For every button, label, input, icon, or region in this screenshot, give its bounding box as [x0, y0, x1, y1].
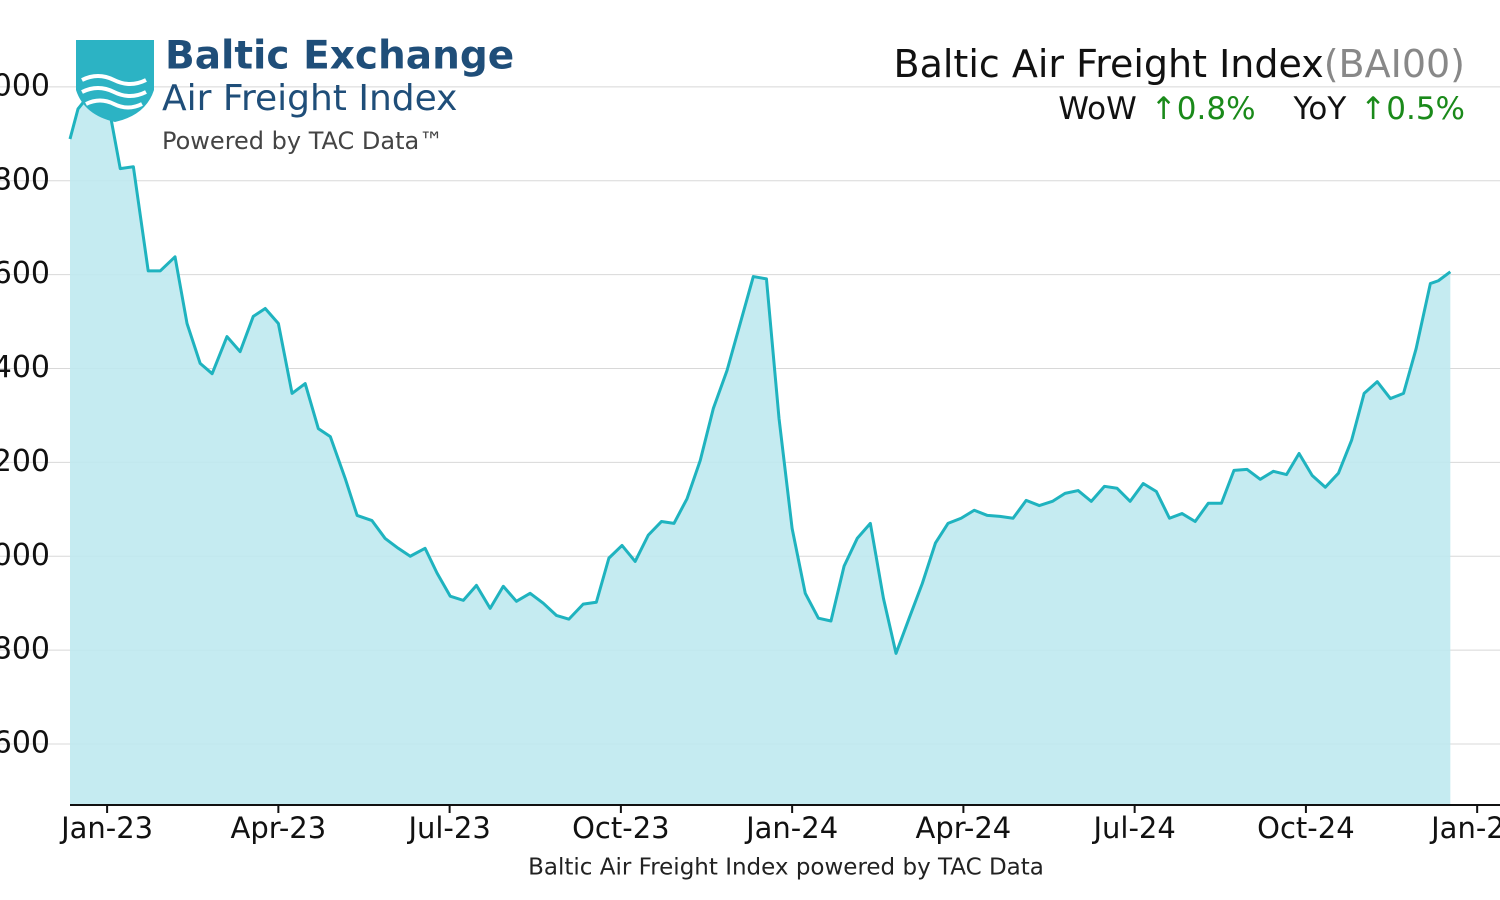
logo: Baltic Exchange Air Freight Index Powere…	[76, 34, 514, 155]
annotations: WoW ↑0.8% YoY ↑0.5%	[1058, 91, 1465, 127]
annotation-value: ↑0.5%	[1360, 91, 1465, 127]
logo-title: Baltic Exchange	[165, 34, 514, 79]
y-tick-label: 2600	[0, 256, 50, 291]
chart-title: Baltic Air Freight Index(BAI00)	[894, 42, 1466, 86]
x-tick-label: Jul-24	[1091, 811, 1175, 845]
y-tick-label: 2000	[0, 538, 50, 573]
area	[70, 93, 1451, 805]
x-tick-label: Jul-23	[406, 811, 490, 845]
logo-subtitle: Air Freight Index	[162, 78, 457, 119]
x-tick-label: Jan-23	[59, 811, 153, 845]
y-tick-label: 2400	[0, 350, 50, 385]
annotation-label: WoW	[1058, 91, 1136, 127]
logo-waves	[81, 74, 147, 110]
logo-tagline: Powered by TAC Data™	[162, 127, 443, 155]
x-tick-label: Jan-24	[744, 811, 838, 845]
plot-area: 1600 1800 2000 2200 2400 2600 2800 3000 Jan-23 Ap…	[0, 68, 1500, 845]
line	[68, 92, 1452, 655]
x-tick-label: Apr-24	[916, 811, 1012, 845]
chart-title-code: (BAI00)	[1324, 42, 1465, 86]
y-tick-label: 1600	[0, 725, 50, 760]
y-tick-label: 3000	[0, 68, 50, 103]
y-tick-label: 2800	[0, 162, 50, 197]
y-tick-label: 1800	[0, 632, 50, 667]
x-tick-label: Oct-24	[1257, 811, 1355, 845]
x-axis-label: Baltic Air Freight Index powered by TAC …	[528, 855, 1044, 881]
y-tick-label: 2200	[0, 444, 50, 479]
x-tick-label: Apr-23	[231, 811, 327, 845]
chart-title-text: Baltic Air Freight Index	[894, 42, 1324, 86]
x-tick-label: Oct-23	[572, 811, 670, 845]
annotation-label: YoY	[1293, 91, 1347, 127]
x-tick-label: Jan-25	[1429, 811, 1500, 845]
annotation-value: ↑0.8%	[1151, 91, 1256, 127]
